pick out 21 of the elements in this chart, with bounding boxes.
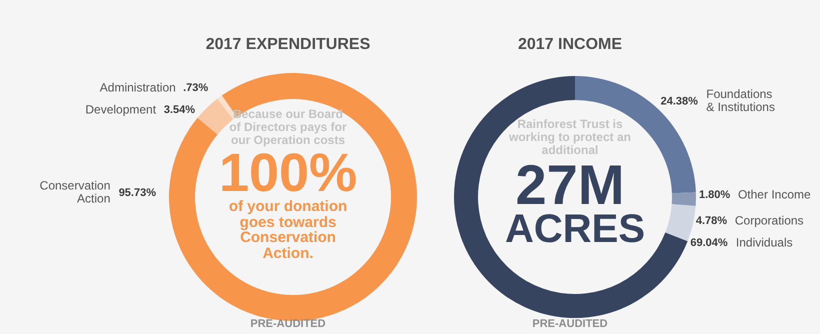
text: PRE-AUDITED xyxy=(249,318,327,330)
slice-label: Conservation Action xyxy=(40,178,110,206)
chart-title: 2017 EXPENDITURES xyxy=(204,36,372,54)
data-label: 95.73% xyxy=(118,186,156,199)
slice-label: Foundations & Institutions xyxy=(706,87,775,114)
text: of your donation goes towards Conservation Action. xyxy=(228,198,348,262)
data-label: 4.78% xyxy=(696,215,728,228)
data-label: 3.54% xyxy=(164,104,196,116)
data-label: 1.80% xyxy=(698,189,730,202)
text: PRE-AUDITED xyxy=(531,318,609,330)
slice-label: Individuals xyxy=(736,235,793,250)
data-label: 24.38% xyxy=(660,95,698,108)
data-label: 69.04% xyxy=(690,237,728,250)
slice-label: Corporations xyxy=(734,213,804,228)
data-label: .73% xyxy=(183,82,208,94)
chart-title: 2017 INCOME xyxy=(516,36,624,54)
text: ACRES xyxy=(505,206,646,251)
slice-label: Other Income xyxy=(738,187,812,202)
donut-slice xyxy=(672,192,696,206)
slice-label: Development xyxy=(85,102,157,116)
slice-label: Administration xyxy=(100,80,176,94)
